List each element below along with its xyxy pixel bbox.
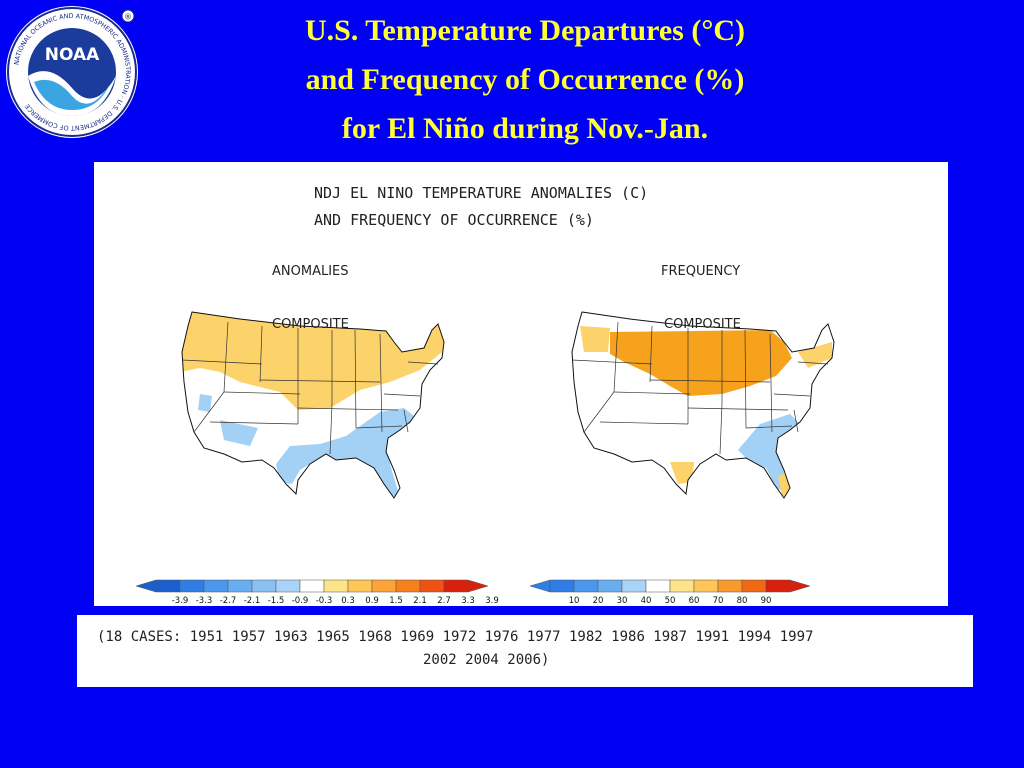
anomalies-legend-swatch [323,579,349,593]
frequency-legend-label: 90 [761,596,772,606]
anomalies-legend-label: -3.9 [172,596,189,606]
frequency-state-borders [571,321,829,455]
noaa-logo: NOAA ® NATIONAL OCEANIC AND ATMOSPHERIC … [6,6,138,138]
anomalies-legend-arrow-right [467,579,489,593]
frequency-legend-swatch [717,579,743,593]
figure-heading-line-1: NDJ EL NINO TEMPERATURE ANOMALIES (C) [314,184,649,202]
frequency-legend-label: 60 [689,596,700,606]
frequency-legend-arrow-left [529,579,551,593]
anomalies-legend-swatch [203,579,229,593]
frequency-warm-north [610,330,792,396]
frequency-legend-label: 80 [737,596,748,606]
cases-box: (18 CASES: 1951 1957 1963 1965 1968 1969… [77,615,973,687]
svg-text:®: ® [124,13,132,22]
frequency-map [571,311,835,499]
frequency-panel-title: FREQUENCY [661,264,741,279]
anomalies-legend-label: -2.1 [244,596,261,606]
frequency-legend-swatch [669,579,695,593]
frequency-warm-ne [798,342,832,368]
frequency-warm-pacific-nw [580,326,610,352]
cases-line-2: 2002 2004 2006) [423,652,550,668]
anomalies-cool-southwest [220,420,258,446]
anomalies-cool-west-coast [198,394,212,412]
anomalies-legend-swatch [251,579,277,593]
figure-heading-line-2: AND FREQUENCY OF OCCURRENCE (%) [314,211,594,229]
anomalies-legend-label: 3.3 [461,596,475,606]
anomalies-legend-label: 1.5 [389,596,403,606]
frequency-shading [580,326,832,496]
frequency-legend-swatch [765,579,791,593]
anomalies-panel-subtitle: COMPOSITE [272,317,349,332]
anomalies-legend-swatch [299,579,325,593]
map-panels: -3.9 -3.3 -2.7 -2.1 -1.5 -0.9 -0.3 0.3 0.9 1.5 2.1… [135,311,835,606]
anomalies-legend-swatch [275,579,301,593]
frequency-legend-label: 10 [569,596,580,606]
frequency-legend-swatch [597,579,623,593]
anomalies-legend-label: -0.3 [316,596,333,606]
map-figure: -3.9 -3.3 -2.7 -2.1 -1.5 -0.9 -0.3 0.3 0.9 1.5 2.1… [94,162,948,606]
frequency-legend-swatch [741,579,767,593]
anomalies-legend: -3.9 -3.3 -2.7 -2.1 -1.5 -0.9 -0.3 0.3 0.9 1.5 2.1… [135,579,499,606]
frequency-legend-swatch [645,579,671,593]
anomalies-legend-arrow-left [135,579,157,593]
frequency-legend: 10 20 30 40 50 60 70 80 90 [529,579,811,606]
title-line-2: and Frequency of Occurrence (%) [305,63,745,96]
frequency-legend-label: 20 [593,596,604,606]
title-line-3: for El Niño during Nov.-Jan. [341,112,709,145]
anomalies-legend-swatch [443,579,469,593]
noaa-logo-text: NOAA [45,45,100,65]
title-line-1: U.S. Temperature Departures (°C) [304,14,745,47]
frequency-legend-label: 70 [713,596,724,606]
frequency-legend-label: 40 [641,596,652,606]
frequency-legend-swatch [549,579,575,593]
anomalies-legend-label: 2.1 [413,596,427,606]
anomalies-legend-label: 2.7 [437,596,451,606]
frequency-legend-swatch [621,579,647,593]
anomalies-legend-swatch [347,579,373,593]
anomalies-legend-label: 3.9 [485,596,499,606]
anomalies-legend-swatch [179,579,205,593]
anomalies-legend-label: -3.3 [196,596,213,606]
anomalies-cool-southeast [276,408,414,498]
anomalies-legend-swatch [371,579,397,593]
anomalies-shading [182,312,444,498]
frequency-warm-gulf [670,462,694,484]
anomalies-legend-label: 0.3 [341,596,355,606]
anomalies-state-borders [181,321,439,455]
anomalies-legend-swatch [395,579,421,593]
anomalies-panel-title: ANOMALIES [272,264,349,279]
anomalies-legend-swatch [227,579,253,593]
frequency-legend-swatch [573,579,599,593]
cases-line-1: (18 CASES: 1951 1957 1963 1965 1968 1969… [97,629,814,645]
frequency-legend-arrow-right [789,579,811,593]
anomalies-legend-label: -0.9 [292,596,309,606]
anomalies-legend-swatch [419,579,445,593]
anomalies-map [181,311,445,499]
anomalies-legend-label: -1.5 [268,596,285,606]
frequency-legend-label: 50 [665,596,676,606]
anomalies-legend-label: 0.9 [365,596,379,606]
figure-heading: NDJ EL NINO TEMPERATURE ANOMALIES (C) AND… [314,180,648,234]
anomalies-legend-label: -2.7 [220,596,237,606]
frequency-us-outline [571,311,835,499]
frequency-legend-swatch [693,579,719,593]
anomalies-warm-north [182,312,444,410]
slide-title: U.S. Temperature Departures (°C) and Fre… [170,6,880,153]
anomalies-us-outline [181,311,445,499]
anomalies-legend-swatch [155,579,181,593]
frequency-panel-subtitle: COMPOSITE [664,317,741,332]
frequency-legend-label: 30 [617,596,628,606]
